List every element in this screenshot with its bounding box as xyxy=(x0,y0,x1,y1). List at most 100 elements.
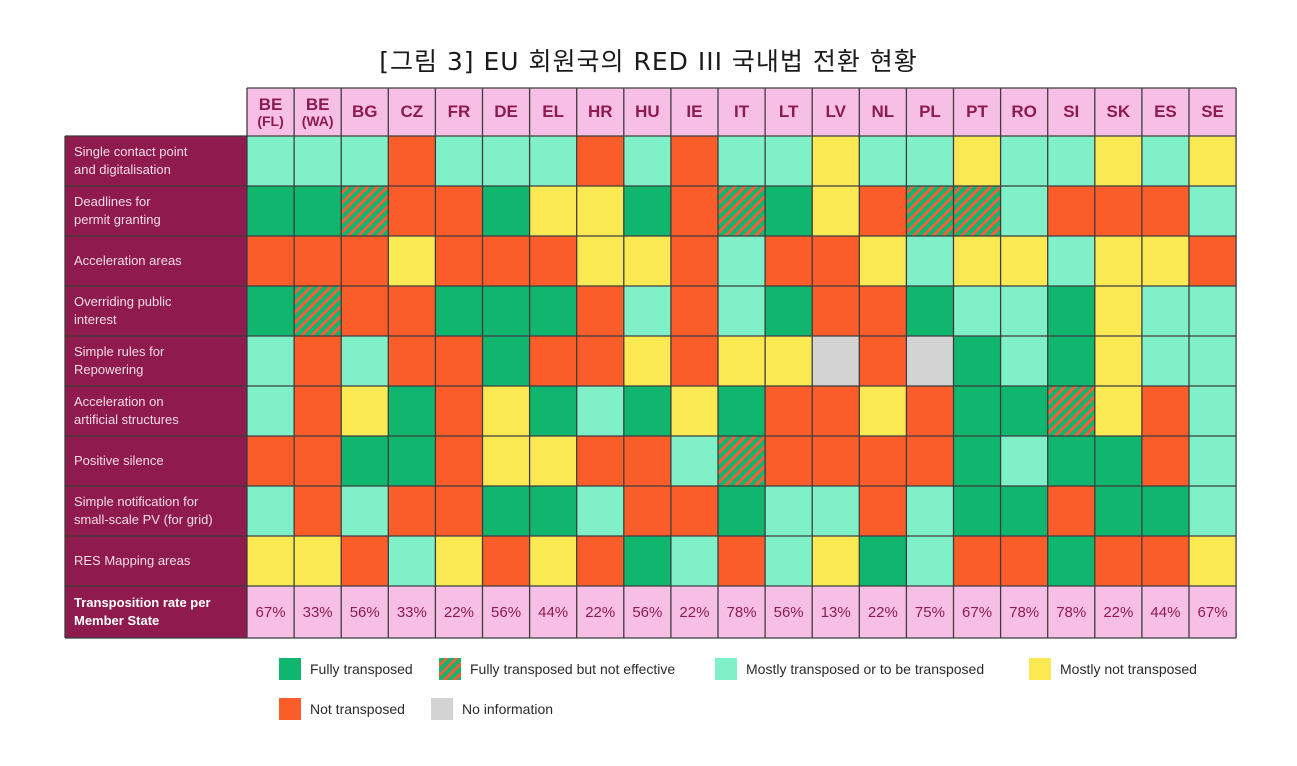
column-header: NL xyxy=(859,88,907,136)
legend-item: Fully transposed but not effective xyxy=(439,658,675,680)
total-row-label: Transposition rate per Member State xyxy=(65,586,247,638)
status-cell xyxy=(482,486,530,536)
column-header: RO xyxy=(1000,88,1048,136)
status-cell xyxy=(812,386,860,436)
row-label: Simple notification for small-scale PV (f… xyxy=(65,486,247,536)
status-cell xyxy=(1047,486,1095,536)
status-cell xyxy=(529,236,577,286)
row-label-line: Simple notification for xyxy=(74,494,199,509)
status-cell xyxy=(1189,486,1237,536)
status-cell xyxy=(1094,286,1142,336)
status-cell xyxy=(1141,486,1189,536)
status-cell xyxy=(1047,236,1095,286)
status-cell xyxy=(1000,286,1048,336)
legend-label: Mostly transposed or to be transposed xyxy=(746,661,985,677)
status-cell xyxy=(1094,236,1142,286)
rate-cell: 78% xyxy=(718,586,766,638)
rate-cell: 22% xyxy=(859,586,907,638)
status-cell xyxy=(294,336,342,386)
status-cell xyxy=(482,436,530,486)
status-cell xyxy=(1189,286,1237,336)
status-cell xyxy=(388,136,436,186)
status-cell xyxy=(953,186,1001,236)
status-cell xyxy=(670,486,718,536)
status-cell xyxy=(247,136,295,186)
status-cell xyxy=(341,336,389,386)
status-cell xyxy=(623,336,671,386)
status-cell xyxy=(1189,236,1237,286)
status-cell xyxy=(1189,436,1237,486)
row-label: Simple rules for Repowering xyxy=(65,336,247,386)
status-cell xyxy=(576,486,624,536)
status-cell xyxy=(765,386,813,436)
status-cell xyxy=(670,186,718,236)
rate-cell: 13% xyxy=(812,586,860,638)
status-cell xyxy=(1000,436,1048,486)
status-cell xyxy=(1094,186,1142,236)
legend-swatch xyxy=(431,698,453,720)
status-cell xyxy=(670,286,718,336)
rate-cell: 22% xyxy=(1094,586,1142,638)
status-cell xyxy=(294,136,342,186)
status-cell xyxy=(576,236,624,286)
status-cell xyxy=(341,136,389,186)
row-label-line: Overriding public xyxy=(74,294,172,309)
status-cell xyxy=(1141,536,1189,586)
rate-cell: 22% xyxy=(576,586,624,638)
status-cell xyxy=(1000,186,1048,236)
rate-cell: 67% xyxy=(247,586,295,638)
column-subcode: (WA) xyxy=(301,112,334,129)
status-cell xyxy=(765,286,813,336)
status-cell xyxy=(482,136,530,186)
status-cell xyxy=(859,536,907,586)
row-label-line: RES Mapping areas xyxy=(74,553,191,568)
row-label-line: Repowering xyxy=(74,362,144,377)
status-cell xyxy=(765,236,813,286)
status-cell xyxy=(576,286,624,336)
column-header: LV xyxy=(812,88,860,136)
rate-cell: 44% xyxy=(529,586,577,638)
status-cell xyxy=(529,536,577,586)
status-cell xyxy=(482,236,530,286)
row-label-line: interest xyxy=(74,312,117,327)
status-cell xyxy=(1094,336,1142,386)
status-cell xyxy=(812,436,860,486)
status-cell xyxy=(576,136,624,186)
status-cell xyxy=(812,136,860,186)
status-cell xyxy=(765,436,813,486)
status-cell xyxy=(1000,486,1048,536)
status-cell xyxy=(388,486,436,536)
status-cell xyxy=(953,486,1001,536)
row-label-line: small-scale PV (for grid) xyxy=(74,512,213,527)
rate-cell: 67% xyxy=(953,586,1001,638)
legend-swatch xyxy=(439,658,461,680)
status-cell xyxy=(482,536,530,586)
status-cell xyxy=(435,436,483,486)
status-cell xyxy=(812,286,860,336)
column-code: BE xyxy=(258,94,283,114)
rate-cell: 44% xyxy=(1141,586,1189,638)
status-cell xyxy=(1000,336,1048,386)
column-header: HU xyxy=(623,88,671,136)
status-cell xyxy=(529,186,577,236)
status-cell xyxy=(623,136,671,186)
status-cell xyxy=(1047,386,1095,436)
status-cell xyxy=(953,136,1001,186)
status-cell xyxy=(623,386,671,436)
status-cell xyxy=(482,336,530,386)
status-cell xyxy=(623,486,671,536)
status-cell xyxy=(435,136,483,186)
column-header: EL xyxy=(529,88,577,136)
column-subcode: (FL) xyxy=(257,112,284,129)
status-cell xyxy=(247,236,295,286)
status-cell xyxy=(812,186,860,236)
status-cell xyxy=(1047,436,1095,486)
row-label-line: artificial structures xyxy=(74,412,179,427)
status-cell xyxy=(1141,336,1189,386)
status-cell xyxy=(482,386,530,436)
status-cell xyxy=(294,486,342,536)
status-cell xyxy=(529,486,577,536)
row-label-line: Single contact point xyxy=(74,144,188,159)
status-cell xyxy=(1094,136,1142,186)
